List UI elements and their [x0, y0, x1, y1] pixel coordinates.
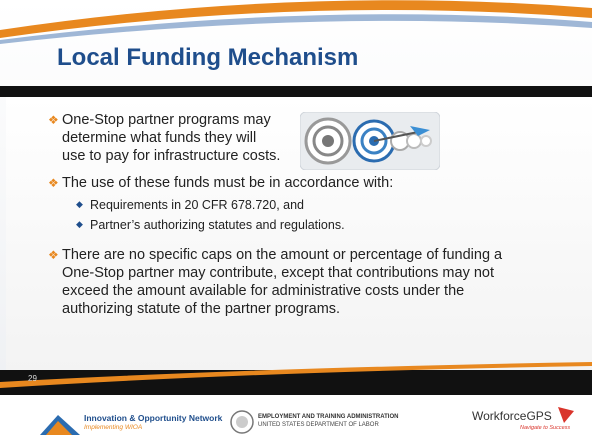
ion-name: Innovation & Opportunity Network [84, 413, 223, 423]
footer: Innovation & Opportunity Network Impleme… [0, 395, 592, 445]
wgps-tagline: Navigate to Success [520, 425, 571, 431]
ion-logo [40, 415, 80, 435]
wgps-name: WorkforceGPS [472, 409, 552, 423]
slide-title: Local Funding Mechanism [57, 44, 359, 71]
eta-name: EMPLOYMENT AND TRAINING ADMINISTRATION [258, 414, 399, 420]
bottom-swoosh [0, 362, 592, 388]
eta-department: UNITED STATES DEPARTMENT OF LABOR [258, 422, 379, 428]
top-swoosh [0, 0, 592, 44]
target-image [300, 112, 440, 170]
bullet: There are no specific caps on the amount… [48, 246, 532, 318]
bottom-band [0, 370, 592, 395]
sub-bullet: Partner’s authorizing statutes and regul… [76, 218, 345, 232]
page-number: 29 [28, 374, 37, 383]
bullet: The use of these funds must be in accord… [48, 174, 393, 192]
title-band [0, 86, 592, 97]
slide: Local Funding Mechanism One-Stop partner… [0, 0, 592, 395]
bullet: One-Stop partner programs may determine … [48, 111, 282, 165]
sub-bullet: Requirements in 20 CFR 678.720, and [76, 198, 304, 212]
dol-seal [230, 410, 254, 434]
ion-tagline: Implementing WIOA [84, 424, 143, 431]
wgps-flag [558, 407, 574, 423]
